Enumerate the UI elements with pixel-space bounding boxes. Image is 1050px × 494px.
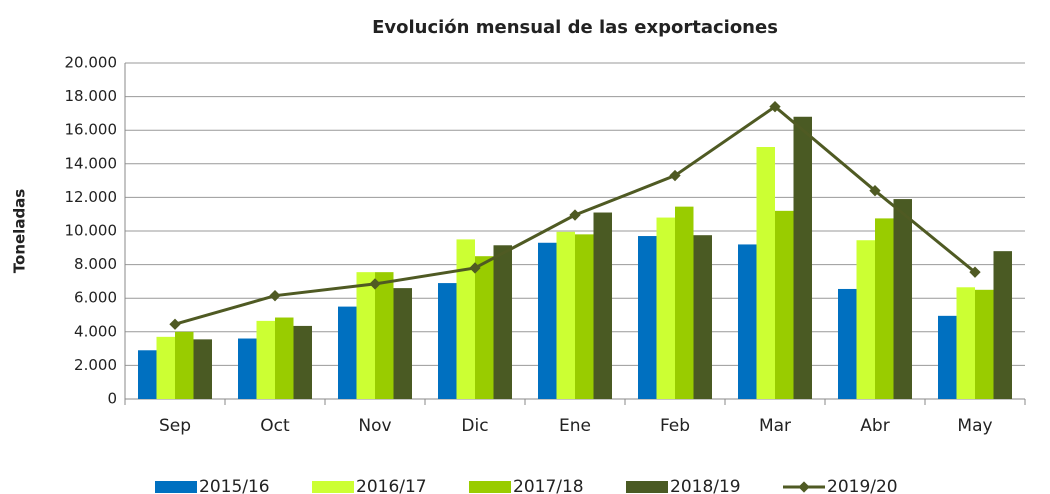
bar [538,242,557,399]
bar [275,317,294,399]
bar [738,244,757,399]
x-tick-label: Sep [159,416,191,436]
legend-label: 2019/20 [827,477,898,494]
y-axis-title: Toneladas [11,189,29,274]
marker [569,209,581,221]
legend-label: 2016/17 [356,477,427,494]
y-tick-label: 16.000 [65,121,118,139]
bar [375,272,394,399]
y-tick-label: 4.000 [74,322,117,340]
bar [756,147,775,399]
marker [969,266,981,278]
bar [656,217,675,399]
bar [793,116,812,399]
marker [869,185,881,197]
bar [138,350,157,399]
bar [438,283,457,399]
x-tick-label: Feb [660,416,690,436]
bar [675,206,694,399]
legend-swatch [626,481,668,493]
chart-title: Evolución mensual de las exportaciones [372,17,778,38]
bar [356,272,375,399]
bar [156,336,175,399]
bar [638,236,657,399]
bar [493,245,512,399]
y-tick-label: 14.000 [65,154,118,172]
marker [669,169,681,182]
bar [938,315,957,399]
bar [193,339,212,399]
bar [175,331,194,399]
x-tick-label: Abr [860,416,889,436]
y-tick-label: 20.000 [65,54,118,72]
x-tick-label: Mar [759,416,791,436]
bar [893,199,912,399]
y-tick-label: 8.000 [74,255,117,273]
bar [338,306,357,399]
bar [575,234,594,399]
bar [238,338,257,399]
legend-label: 2018/19 [670,477,741,494]
marker [269,290,281,302]
bar [956,287,975,399]
bar [456,239,475,399]
legend-swatch [469,481,511,493]
marker [469,262,481,274]
x-tick-label: Dic [461,416,488,436]
y-tick-label: 6.000 [74,289,117,307]
bar [593,212,612,399]
bar [875,218,894,399]
legend-label: 2015/16 [199,477,270,494]
marker [169,318,181,330]
y-tick-label: 0 [107,390,117,408]
bar [975,289,994,399]
x-tick-label: Nov [358,416,391,436]
marker [369,278,381,290]
x-tick-label: Oct [260,416,290,436]
bar [775,210,794,399]
y-tick-label: 18.000 [65,87,118,105]
y-tick-label: 2.000 [74,356,117,374]
bar [475,256,494,399]
x-tick-label: Ene [559,416,591,436]
bar [256,320,275,399]
bar [293,325,312,399]
bar [993,251,1012,399]
bar [556,231,575,399]
legend-swatch [155,481,197,493]
bar [693,235,712,399]
bar [393,288,412,399]
legend-swatch [312,481,354,493]
legend-swatch [798,481,810,493]
y-tick-label: 10.000 [65,222,118,240]
bar [856,240,875,399]
y-tick-label: 12.000 [65,188,118,206]
x-tick-label: May [957,416,992,436]
bar [838,288,857,399]
legend-label: 2017/18 [513,477,584,494]
